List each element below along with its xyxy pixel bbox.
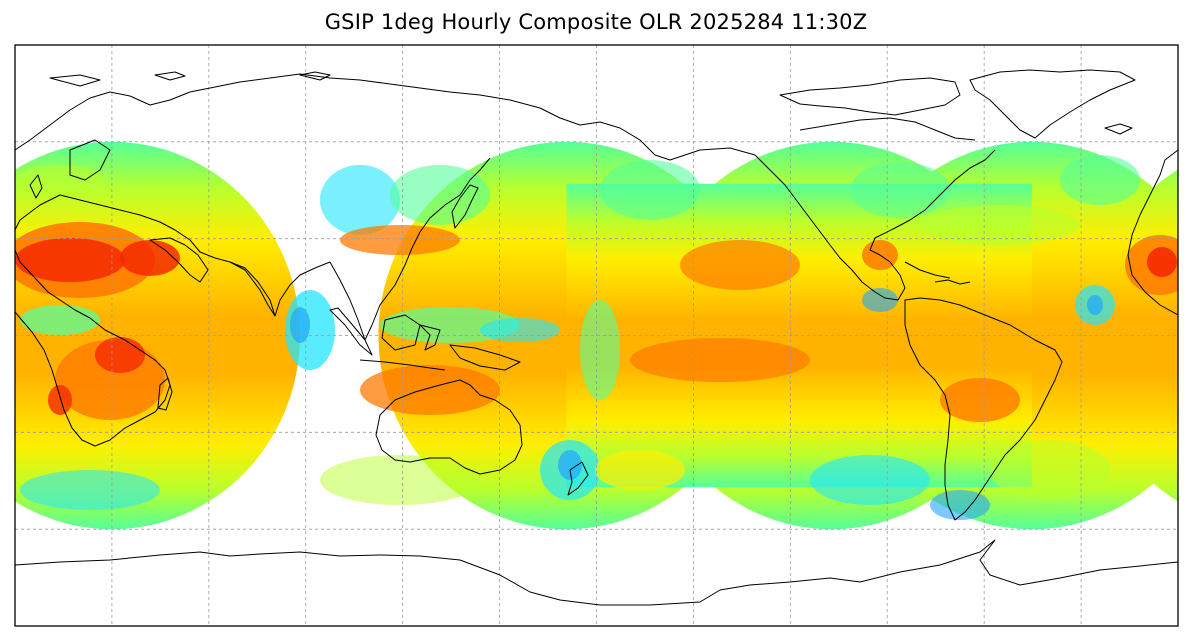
map-frame	[14, 44, 1179, 627]
coastlines	[15, 69, 1178, 606]
chart-title: GSIP 1deg Hourly Composite OLR 2025284 1…	[324, 10, 868, 34]
graticule-gridlines	[15, 45, 1178, 626]
